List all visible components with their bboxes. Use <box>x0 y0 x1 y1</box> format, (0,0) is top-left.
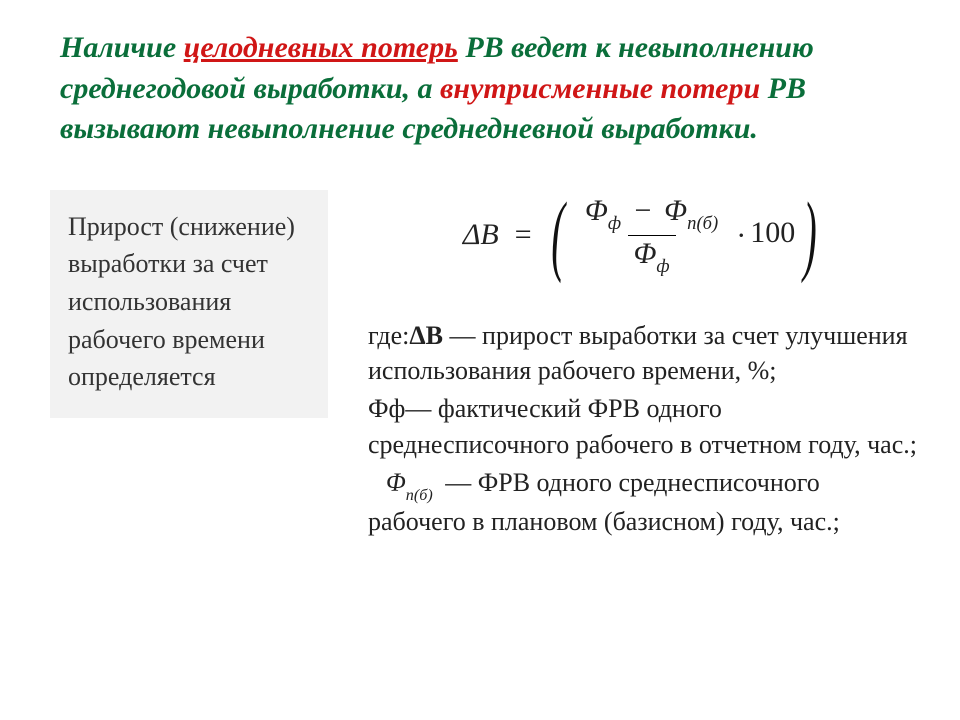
sub-f: ф <box>608 213 621 234</box>
paren-right-icon: ) <box>803 203 816 266</box>
expl-line-1: где:ΔВ — прирост выработки за счет улучш… <box>368 318 920 390</box>
right-column: ΔB = ( Φф − Φп(б) Φф ·100 <box>368 190 920 543</box>
phi-pb-num: Φп(б) <box>664 194 718 227</box>
left-definition-box: Прирост (снижение) выработки за счет исп… <box>50 190 328 418</box>
title-block: Наличие целодневных потерь РВ ведет к не… <box>50 28 920 150</box>
where-label: где: <box>368 321 409 350</box>
phi-glyph: Φ <box>585 194 608 227</box>
sub-pb-inline: п(б) <box>406 487 433 504</box>
sub-pb: п(б) <box>687 213 718 234</box>
formula-container: ΔB = ( Φф − Φп(б) Φф ·100 <box>368 194 920 276</box>
phi-pb-inline: Φп(б) <box>386 468 439 497</box>
formula-lhs: ΔB <box>463 218 499 252</box>
formula: ΔB = ( Φф − Φп(б) Φф ·100 <box>463 194 825 276</box>
formula-denominator: Φф <box>628 235 676 276</box>
paren-left-icon: ( <box>551 203 564 266</box>
minus: − <box>633 194 653 227</box>
explanation-block: где:ΔВ — прирост выработки за счет улучш… <box>368 318 920 541</box>
title-part1: Наличие <box>60 31 184 64</box>
formula-fraction: Φф − Φп(б) Φф <box>579 194 724 276</box>
hundred: 100 <box>750 216 795 249</box>
expl-1-text: — прирост выработки за счет улучшения ис… <box>368 321 908 386</box>
left-definition-text: Прирост (снижение) выработки за счет исп… <box>68 212 295 392</box>
phi-glyph-2: Φ <box>664 194 687 227</box>
sub-f-den: ф <box>656 256 669 277</box>
slide: Наличие целодневных потерь РВ ведет к не… <box>0 0 960 720</box>
formula-equals: = <box>513 218 533 252</box>
content-row: Прирост (снижение) выработки за счет исп… <box>50 190 920 543</box>
phi-f-num: Φф <box>585 194 621 227</box>
delta-b-symbol: ΔВ <box>409 321 443 350</box>
formula-numerator: Φф − Φп(б) <box>579 194 724 235</box>
phi-f-label: Фф <box>368 394 405 423</box>
mult-dot-icon: · <box>736 219 746 253</box>
expl-line-2: Фф— фактический ФРВ одного среднесписочн… <box>368 391 920 463</box>
title-red-underline: целодневных потерь <box>184 31 458 64</box>
title-red2: внутрисменные потери <box>440 72 760 105</box>
phi-glyph-3: Φ <box>634 237 657 270</box>
phi-f-den: Φф <box>634 237 670 270</box>
phi-glyph-inline: Φ <box>386 468 406 497</box>
formula-times-100: ·100 <box>736 216 795 252</box>
expl-line-3: Φп(б) — ФРВ одного среднесписочного рабо… <box>368 465 920 540</box>
expl-2-text: — фактический ФРВ одного среднесписочног… <box>368 394 917 459</box>
